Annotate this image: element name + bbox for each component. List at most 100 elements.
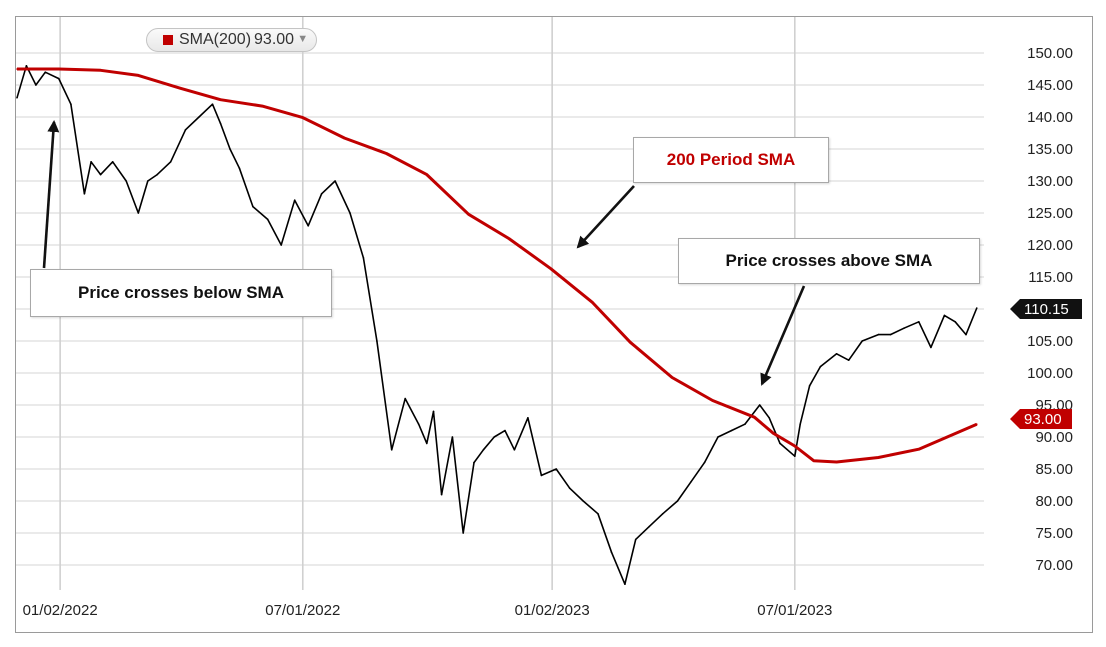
price-point [513,449,516,451]
sma-callout-text: 200 Period SMA [666,150,796,169]
price-point [889,333,892,336]
sma-point [550,267,552,270]
price-point [184,129,187,131]
price-point [527,417,529,419]
price-point [768,417,770,419]
sma-point [179,87,181,89]
price-point [57,77,60,80]
chevron-down-icon[interactable]: ▼ [297,33,309,45]
arrow-to-cross-above [760,285,806,386]
sma-point [99,69,102,72]
price-point [320,193,323,195]
price-point [125,180,127,182]
cross-above-callout: Price crosses above SMA [678,238,980,284]
price-point [555,468,557,470]
price-point [799,423,801,426]
sma-point [772,432,775,434]
y-tick-label: 80.00 [1035,493,1073,510]
sma-price-tag: 93.00 [1020,409,1072,429]
sma-point [753,416,756,418]
price-point [35,84,37,86]
price-point [425,442,428,445]
price-series-line [16,65,978,586]
arrow-to-cross-below [42,120,60,269]
cross-above-callout-text: Price crosses above SMA [725,251,933,270]
sma-point [629,341,632,344]
cross-below-callout: Price crosses below SMA [30,269,332,317]
sma-point [918,448,920,450]
price-point [432,410,435,413]
y-tick-label: 140.00 [1027,109,1073,126]
price-point [293,199,296,201]
price-point [334,180,336,182]
sma-point [467,213,470,216]
price-point [44,71,47,73]
y-tick-label: 115.00 [1028,269,1073,286]
price-point [582,500,584,502]
sma-point [711,399,714,402]
price-point [597,513,599,515]
y-tick-label: 120.00 [1027,237,1073,254]
price-point [25,65,28,67]
annotation-arrows [42,120,806,386]
price-point [482,449,485,451]
price-point [70,103,72,105]
sma-point [793,445,796,447]
price-point [211,103,214,105]
price-point [779,442,781,445]
sma-point [301,116,304,119]
sma-price-tag-pointer [1010,409,1020,429]
sma-point [877,456,880,459]
price-point [229,148,231,150]
price-point [965,333,967,336]
price-point [819,365,822,368]
price-point [676,500,679,502]
cross-below-callout-text: Price crosses below SMA [78,283,284,302]
price-point [943,314,946,317]
sma-point [137,74,140,77]
price-point [307,225,309,227]
sma-point [57,68,60,70]
price-point [744,423,746,426]
price-point [954,321,957,323]
price-point [793,455,796,458]
price-point [661,513,664,515]
y-tick-label: 145.00 [1027,77,1073,94]
y-tick-label: 75.00 [1035,525,1073,542]
indicator-color-swatch [163,35,173,45]
y-tick-label: 100.00 [1027,365,1073,382]
price-point [717,436,719,438]
price-point [861,340,863,342]
price-point [90,161,92,163]
price-point [349,212,351,214]
price-point [903,327,905,330]
indicator-selector[interactable]: SMA(200) 93.00 ▼ [146,28,318,52]
y-tick-label: 130.00 [1027,173,1073,190]
y-tick-label: 150.00 [1027,45,1073,62]
sma-point [812,459,815,462]
y-tick-label: 85.00 [1035,461,1073,478]
price-point [703,461,706,464]
price-point [540,474,543,477]
series [16,65,978,586]
price-point [690,481,692,483]
price-point [83,193,86,195]
price-point [137,212,140,214]
indicator-label: SMA(200) [179,31,252,48]
price-point [758,404,761,406]
price-point [252,205,254,208]
price-point [835,353,838,355]
x-axis: 01/02/2022 07/01/2022 01/02/2023 07/01/2023 [23,602,833,619]
price-point [219,122,222,125]
price-point [146,180,149,182]
price-point [404,397,407,400]
sma-point [671,376,673,379]
price-point [634,538,637,541]
price-point [16,97,18,99]
price-point [975,307,978,309]
sma-point [975,423,978,426]
price-point [198,116,200,118]
y-tick-label: 90.00 [1035,429,1073,446]
price-point [169,161,172,163]
